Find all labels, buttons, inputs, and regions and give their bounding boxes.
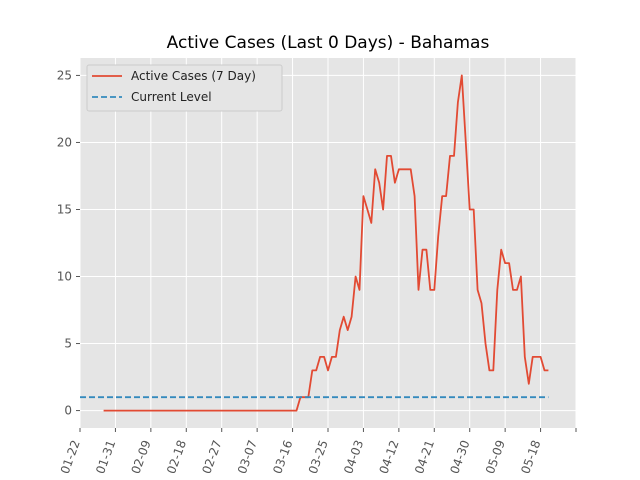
- x-tick-label: 04-12: [377, 438, 402, 476]
- legend: Active Cases (7 Day) Current Level: [86, 64, 283, 112]
- grid: [79, 58, 577, 428]
- x-tick-label: 05-09: [483, 438, 508, 476]
- y-tick-label: 25: [57, 68, 72, 82]
- legend-box: [86, 64, 283, 112]
- x-tick-label: 02-09: [129, 438, 154, 476]
- y-tick-label: 15: [57, 202, 72, 216]
- x-tick-label: 03-16: [270, 438, 295, 476]
- legend-label-current-level: Current Level: [131, 90, 212, 104]
- y-tick-label: 0: [64, 404, 72, 418]
- x-tick-label: 05-18: [518, 438, 543, 476]
- x-tick-label: 04-03: [341, 438, 366, 476]
- x-tick-label: 01-31: [93, 438, 118, 476]
- x-tick-label: 03-25: [306, 438, 331, 476]
- x-tick-label: 01-22: [58, 438, 83, 476]
- y-tick-label: 10: [57, 270, 72, 284]
- y-tick-label: 20: [57, 135, 72, 149]
- y-tick-label: 5: [64, 337, 72, 351]
- x-tick-label: 04-30: [447, 438, 472, 476]
- x-tick-label: 04-21: [412, 438, 437, 476]
- x-tick-label: 03-07: [235, 438, 260, 476]
- series-layer: [80, 74, 549, 412]
- series-line-active-cases: [103, 74, 549, 412]
- x-tick-label: 02-18: [164, 438, 189, 476]
- chart-title: Active Cases (Last 0 Days) - Bahamas: [167, 33, 490, 53]
- axes: 01-22 01-31 02-09 02-18 02-27 03-07 03-16 03-25…: [57, 68, 577, 476]
- x-tick-label: 02-27: [199, 438, 224, 476]
- legend-label-active-cases: Active Cases (7 Day): [131, 69, 256, 83]
